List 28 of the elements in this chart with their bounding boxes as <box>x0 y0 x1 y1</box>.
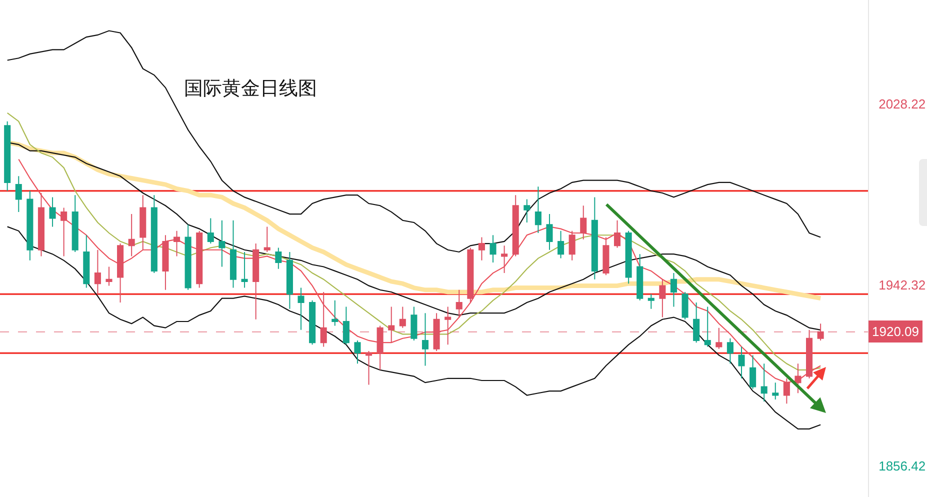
candlestick <box>772 382 779 400</box>
candlestick <box>794 363 802 394</box>
candlestick <box>162 234 169 290</box>
candlestick <box>150 194 158 274</box>
candlestick <box>140 194 146 250</box>
candlestick <box>60 207 68 257</box>
candlestick <box>49 196 56 228</box>
candlestick <box>750 354 756 390</box>
candlestick <box>738 346 745 379</box>
candlestick <box>38 192 44 257</box>
candlestick <box>26 190 34 261</box>
candlestick <box>83 234 90 288</box>
candlestick <box>806 329 813 379</box>
candlestick <box>106 266 112 286</box>
candlestick <box>366 350 372 386</box>
candlestick <box>726 338 734 364</box>
candlestick <box>4 120 11 192</box>
candlestick <box>15 176 22 212</box>
candlestick <box>354 340 361 364</box>
candlestick <box>174 230 180 257</box>
candlestick <box>376 325 384 370</box>
candlestick <box>760 363 768 402</box>
y-tick-label: 1856.42 <box>878 458 926 474</box>
candlestick <box>128 214 135 257</box>
candlestick <box>94 249 101 295</box>
candlestick <box>783 378 790 404</box>
candlestick <box>117 243 124 304</box>
candlestick <box>72 194 78 252</box>
